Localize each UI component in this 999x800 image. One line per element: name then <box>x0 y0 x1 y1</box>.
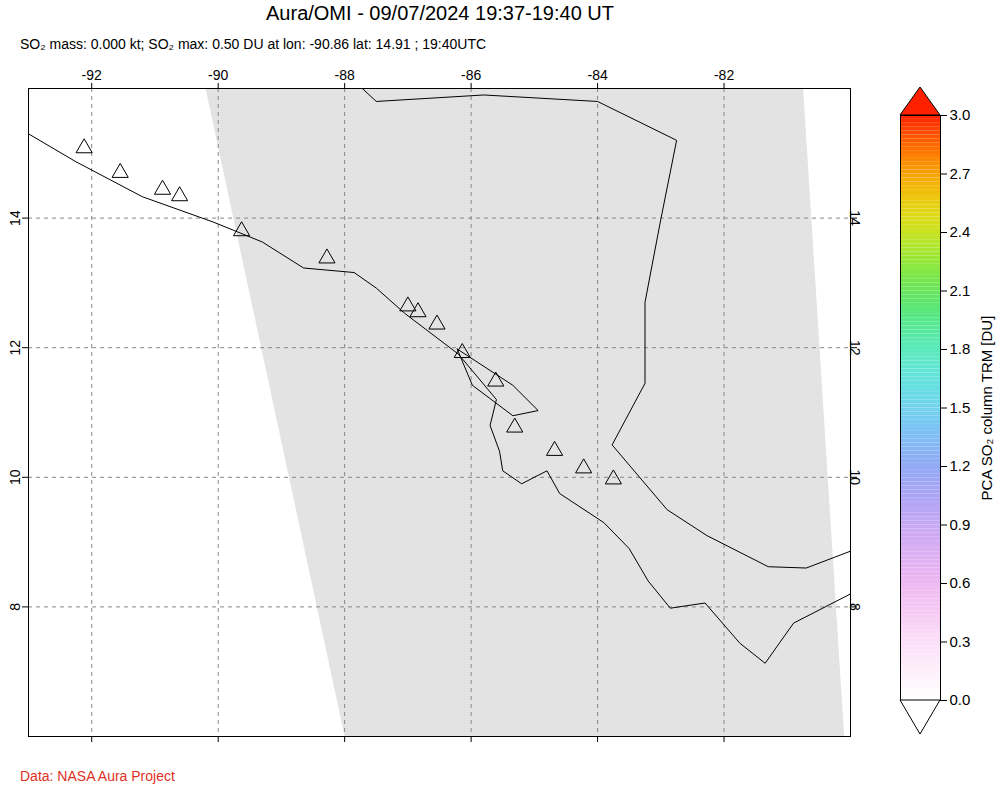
svg-text:2.7: 2.7 <box>950 165 971 182</box>
html-text:SO₂ mass: 0.000 kt; SO₂ max: 0: SO₂ mass: 0.000 kt; SO₂ max: 0.50 DU at … <box>20 36 487 52</box>
svg-text:0.6: 0.6 <box>950 574 971 591</box>
svg-text:0.9: 0.9 <box>950 516 971 533</box>
svg-text:14: 14 <box>847 210 863 226</box>
svg-text:-84: -84 <box>587 67 607 83</box>
svg-text:0.0: 0.0 <box>950 691 971 708</box>
svg-text:1.5: 1.5 <box>950 399 971 416</box>
html-text:Aura/OMI - 09/07/2024 19:37-19: Aura/OMI - 09/07/2024 19:37-19:40 UT <box>266 2 614 24</box>
svg-text:2.1: 2.1 <box>950 282 971 299</box>
svg-text:3.0: 3.0 <box>950 106 971 123</box>
svg-text:8: 8 <box>847 603 863 611</box>
svg-text:10: 10 <box>7 469 23 485</box>
svg-text:-82: -82 <box>714 67 734 83</box>
svg-text:8: 8 <box>7 603 23 611</box>
svg-text:-88: -88 <box>335 67 355 83</box>
html-text:PCA SO₂ column TRM [DU]: PCA SO₂ column TRM [DU] <box>977 315 995 500</box>
svg-text:-92: -92 <box>82 67 102 83</box>
svg-text:12: 12 <box>7 340 23 356</box>
svg-text:-86: -86 <box>461 67 481 83</box>
svg-text:0.3: 0.3 <box>950 633 971 650</box>
html-text:Data: NASA Aura Project: Data: NASA Aura Project <box>20 768 175 784</box>
svg-text:2.4: 2.4 <box>950 223 971 240</box>
svg-text:12: 12 <box>847 340 863 356</box>
svg-text:1.8: 1.8 <box>950 340 971 357</box>
svg-text:-90: -90 <box>208 67 228 83</box>
svg-text:14: 14 <box>7 210 23 226</box>
svg-text:10: 10 <box>847 470 863 486</box>
svg-text:1.2: 1.2 <box>950 457 971 474</box>
